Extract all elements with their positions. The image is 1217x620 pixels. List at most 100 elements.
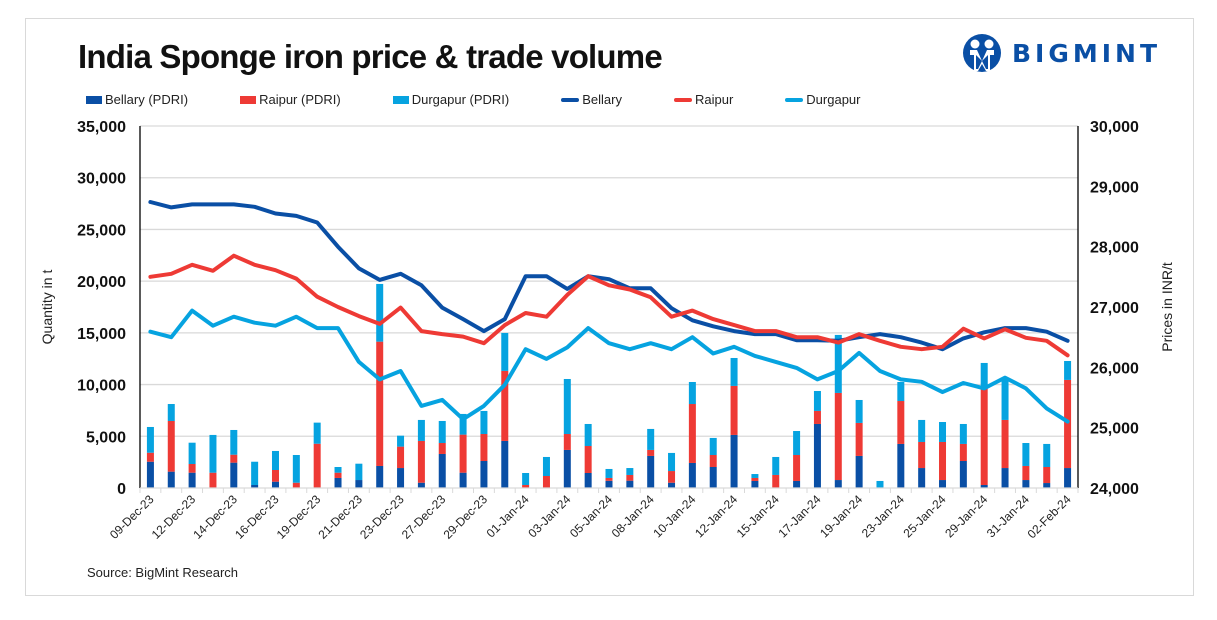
x-tick-label: 03-Jan-24 <box>525 492 573 540</box>
bar-durgapur <box>1043 443 1051 468</box>
bar-bellary <box>897 443 905 488</box>
bar-durgapur <box>855 399 863 423</box>
legend-bar-swatch <box>392 95 409 104</box>
bar-durgapur <box>584 423 592 447</box>
bar-durgapur <box>292 455 300 483</box>
bar-bellary <box>480 461 488 488</box>
bar-raipur <box>605 477 613 481</box>
bar-durgapur <box>146 426 154 453</box>
bar-raipur <box>146 452 154 462</box>
bar-durgapur <box>605 468 613 478</box>
bar-raipur <box>563 434 571 450</box>
legend-item-bellary: Bellary <box>561 92 622 107</box>
bar-raipur <box>855 422 863 456</box>
x-tick-label: 27-Dec-23 <box>399 492 449 542</box>
bar-raipur <box>522 485 530 488</box>
right-y-tick-label: 28,000 <box>1090 240 1139 257</box>
bar-raipur <box>334 472 342 478</box>
bar-durgapur <box>438 420 446 444</box>
bar-bellary <box>626 480 634 488</box>
chart-frame <box>25 18 1194 596</box>
legend-line-swatch <box>673 97 692 102</box>
bar-durgapur <box>647 428 655 450</box>
bar-durgapur <box>772 456 780 475</box>
x-tick-label: 23-Jan-24 <box>859 492 907 540</box>
bar-bellary <box>188 472 196 488</box>
legend-line-swatch <box>561 97 580 102</box>
bar-bellary <box>688 462 696 488</box>
legend-bar-swatch <box>240 95 257 104</box>
bar-durgapur <box>397 435 405 447</box>
bar-bellary <box>230 462 238 488</box>
x-tick-label: 15-Jan-24 <box>734 492 782 540</box>
x-tick-label: 19-Dec-23 <box>274 492 324 542</box>
bar-durgapur <box>209 434 217 473</box>
legend-item-raipur-pdri: Raipur (PDRI) <box>240 92 341 107</box>
bar-raipur <box>688 404 696 463</box>
legend-label: Bellary (PDRI) <box>105 92 189 107</box>
bar-raipur <box>959 443 967 462</box>
bar-durgapur <box>1064 360 1072 380</box>
right-y-tick-label: 24,000 <box>1090 481 1139 498</box>
bar-durgapur <box>918 419 926 442</box>
x-tick-label: 21-Dec-23 <box>315 492 365 542</box>
bar-raipur <box>626 474 634 481</box>
bar-durgapur <box>834 334 842 393</box>
x-tick-label: 16-Dec-23 <box>232 492 282 542</box>
legend-label: Raipur <box>694 92 734 107</box>
bar-durgapur <box>480 410 488 435</box>
bar-raipur <box>751 477 759 481</box>
line-raipur <box>148 253 1070 358</box>
bar-bellary <box>459 472 467 488</box>
bar-raipur <box>584 446 592 474</box>
bar-durgapur <box>251 461 259 486</box>
legend-label: Bellary <box>582 92 622 107</box>
bar-durgapur <box>897 381 905 402</box>
bar-bellary <box>959 461 967 488</box>
bar-bellary <box>668 482 676 488</box>
bar-raipur <box>918 441 926 469</box>
bar-bellary <box>376 465 384 488</box>
bar-raipur <box>668 471 676 483</box>
bar-bellary <box>1064 468 1072 488</box>
right-y-tick-label: 26,000 <box>1090 360 1139 377</box>
bar-durgapur <box>751 474 759 478</box>
logo-text: BIGMINT <box>1012 38 1162 68</box>
bar-durgapur <box>417 419 425 441</box>
chart-title: India Sponge iron price & trade volume <box>78 38 663 75</box>
bar-raipur <box>834 392 842 481</box>
bar-bellary <box>709 467 717 488</box>
bar-raipur <box>542 476 550 488</box>
bar-raipur <box>647 449 655 456</box>
left-y-tick-label: 0 <box>117 481 126 498</box>
bar-raipur <box>813 410 821 424</box>
bigmint-logo: BIGMINT <box>962 33 1161 73</box>
bar-raipur <box>1064 379 1072 469</box>
left-axis-title: Quantity in t <box>39 270 55 345</box>
bar-durgapur <box>730 357 738 386</box>
x-tick-label: 05-Jan-24 <box>567 492 615 540</box>
bar-bellary <box>834 480 842 488</box>
bar-bellary <box>918 468 926 488</box>
bar-raipur <box>209 472 217 488</box>
bar-raipur <box>480 434 488 462</box>
bar-durgapur <box>709 437 717 456</box>
left-y-tick-label: 5,000 <box>86 429 126 446</box>
bar-bellary <box>251 485 259 488</box>
bar-durgapur <box>626 468 634 475</box>
bar-raipur <box>980 386 988 486</box>
bar-bellary <box>397 468 405 488</box>
x-tick-label: 23-Dec-23 <box>357 492 407 542</box>
bar-bellary <box>584 473 592 488</box>
bar-bellary <box>605 480 613 488</box>
bar-bellary <box>167 471 175 488</box>
bar-raipur <box>230 454 238 463</box>
lines <box>148 200 1070 424</box>
bar-bellary <box>730 434 738 488</box>
bar-bellary <box>438 453 446 488</box>
bar-durgapur <box>188 442 196 465</box>
bar-durgapur <box>939 422 947 442</box>
bar-raipur <box>417 440 425 483</box>
x-tick-label: 01-Jan-24 <box>484 492 532 540</box>
